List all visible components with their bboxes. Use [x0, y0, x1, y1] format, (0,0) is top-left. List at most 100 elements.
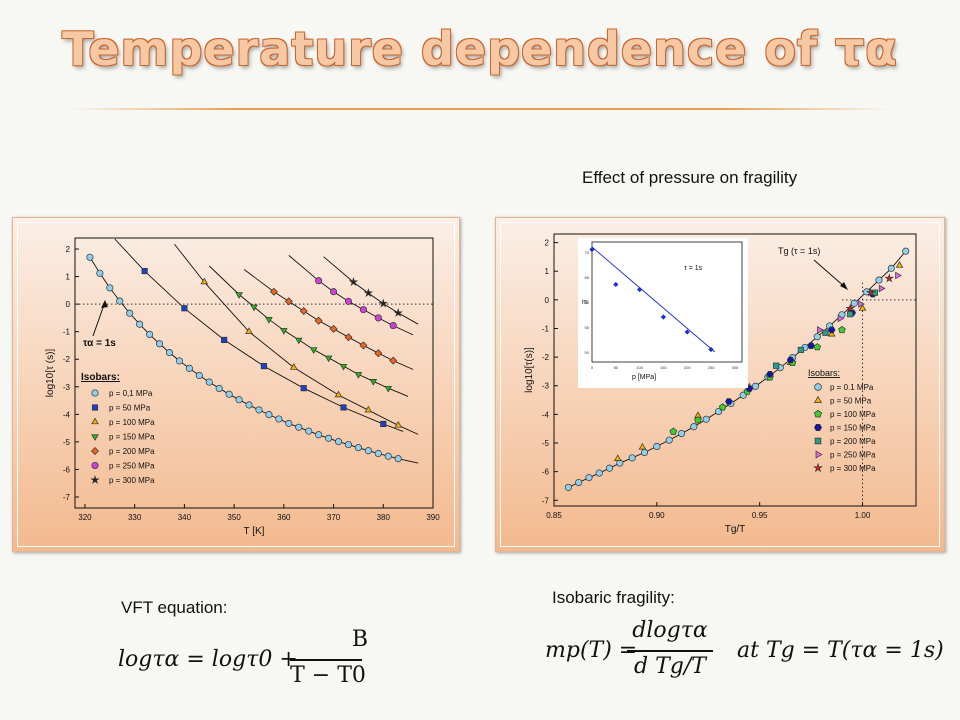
annotation-arrowhead — [101, 300, 108, 308]
legend-marker — [91, 447, 99, 455]
data-point — [155, 340, 164, 348]
data-point — [344, 297, 353, 305]
data-point — [752, 382, 760, 390]
legend-marker — [813, 462, 823, 473]
fit-curve — [174, 243, 419, 435]
data-point — [195, 371, 203, 380]
x-tick-label: 340 — [178, 513, 192, 522]
data-point — [295, 423, 303, 431]
legend-entry: p = 100 MPa — [109, 418, 155, 427]
data-point — [348, 277, 359, 287]
data-point — [255, 406, 263, 414]
data-point — [837, 314, 845, 323]
inset-y-tick-label: 60 — [585, 300, 590, 305]
data-point — [250, 304, 258, 312]
x-tick-label: 390 — [426, 513, 440, 522]
y-tick-label: -7 — [63, 493, 71, 502]
data-point — [694, 416, 702, 424]
inset-x-tick-label: 0 — [591, 365, 594, 370]
legend-marker — [814, 383, 822, 391]
data-point — [324, 355, 333, 363]
data-point — [845, 303, 855, 313]
data-point — [725, 398, 733, 405]
legend-marker — [91, 417, 99, 425]
data-point — [827, 326, 836, 334]
data-point — [393, 307, 403, 317]
data-point — [284, 297, 293, 306]
data-point — [797, 346, 804, 354]
data-point — [181, 305, 188, 312]
x-tick-label: 330 — [128, 513, 142, 522]
inset-data-point — [708, 346, 714, 353]
y-axis-label: log10[τ(s)] — [524, 347, 535, 393]
legend-marker — [91, 404, 99, 411]
data-point — [865, 287, 876, 297]
data-point — [269, 287, 278, 296]
data-point — [773, 362, 780, 369]
data-point — [640, 448, 649, 457]
data-point — [339, 363, 348, 371]
legend-marker — [91, 434, 99, 441]
inset-y-axis-label: m — [582, 299, 588, 306]
inset-data-point — [613, 281, 619, 288]
y-tick-label: -1 — [542, 324, 550, 333]
x-tick-label: 0.95 — [752, 511, 768, 520]
fit-curve — [114, 238, 404, 432]
fit-curve — [323, 256, 419, 325]
data-point — [305, 427, 313, 435]
legend-entry: p = 0,1 MPa — [109, 389, 153, 398]
inset-fit-line — [591, 246, 716, 353]
legend-title: Isobars: — [808, 368, 840, 378]
inset-x-tick-label: 300 — [732, 365, 739, 370]
legend-entry: p = 0.1 MPa — [830, 383, 874, 392]
inset-x-axis-label: p [MPa] — [632, 374, 656, 381]
x-tick-label: 350 — [227, 513, 241, 522]
data-point — [245, 327, 253, 334]
data-point — [275, 415, 283, 423]
data-point — [822, 329, 829, 336]
data-point — [285, 419, 293, 427]
data-point — [364, 447, 372, 455]
fragility-denominator: d Tg/T — [634, 654, 706, 679]
data-point — [847, 311, 854, 318]
data-point — [260, 363, 268, 370]
fragility-numerator: dlogτα — [632, 618, 708, 643]
vft-fraction-bar — [290, 659, 362, 661]
inset-data-point — [637, 286, 643, 293]
data-point — [690, 423, 698, 431]
data-point — [605, 464, 614, 472]
x-tick-label: 320 — [78, 513, 92, 522]
x-axis-label: T [K] — [244, 526, 265, 537]
legend-entry: p = 100 MPa — [830, 410, 876, 419]
plot-frame — [553, 233, 917, 507]
legend-entry: p = 300 MPa — [109, 476, 155, 485]
inset-x-tick-label: 250 — [708, 365, 715, 370]
data-point — [141, 267, 148, 275]
data-point — [902, 247, 910, 255]
legend-entry: p = 300 MPa — [830, 464, 876, 473]
title-divider — [70, 108, 890, 110]
legend-marker — [91, 389, 99, 397]
data-point — [374, 349, 383, 358]
inset-x-tick-label: 150 — [660, 365, 667, 370]
legend-entry: p = 150 MPa — [109, 433, 155, 442]
inset-y-tick-label: 50 — [585, 350, 590, 355]
data-point — [369, 379, 378, 386]
data-point — [669, 427, 678, 435]
data-point — [330, 288, 338, 296]
data-point — [325, 434, 333, 442]
legend-marker — [813, 409, 823, 418]
data-point — [185, 364, 193, 372]
data-point — [858, 300, 865, 308]
data-point — [235, 396, 243, 404]
fragility-caption: Effect of pressure on fragility — [582, 168, 798, 187]
data-point — [354, 444, 362, 452]
legend-entry: p = 200 MPa — [109, 447, 155, 456]
data-point — [106, 284, 114, 292]
data-point — [850, 299, 858, 307]
y-tick-label: 2 — [545, 239, 550, 248]
annotation-arrowhead — [840, 282, 848, 290]
data-point — [807, 342, 815, 349]
data-point — [126, 309, 134, 317]
legend-entry: p = 150 MPa — [830, 424, 876, 433]
